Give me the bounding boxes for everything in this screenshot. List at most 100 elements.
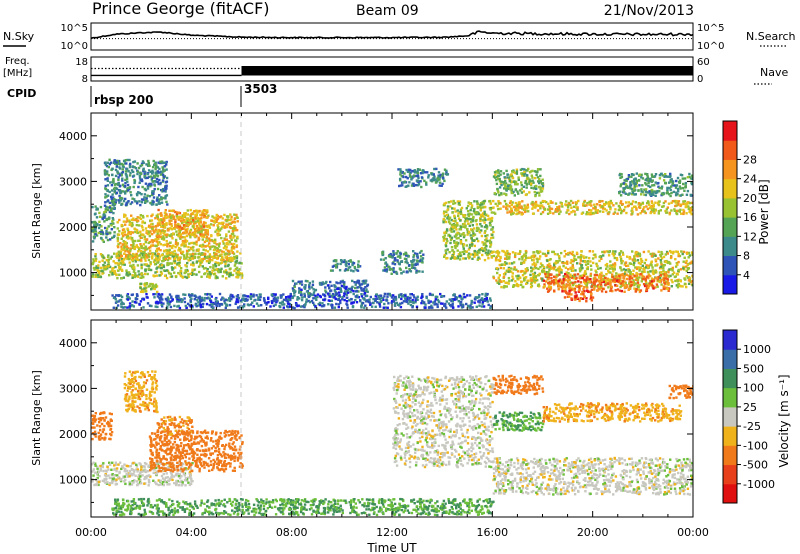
data-cell	[110, 228, 113, 231]
data-cell	[550, 266, 553, 270]
data-cell	[207, 275, 210, 278]
data-cell	[678, 254, 682, 258]
data-cell	[216, 300, 219, 303]
data-cell	[508, 262, 511, 265]
data-cell	[251, 301, 254, 304]
data-cell	[116, 159, 119, 163]
data-cell	[485, 253, 489, 256]
data-cell	[204, 272, 207, 275]
data-cell	[636, 259, 640, 262]
data-cell	[200, 225, 203, 228]
data-cell	[489, 199, 492, 203]
data-cell	[152, 203, 155, 206]
data-cell	[181, 221, 184, 224]
data-cell	[530, 266, 533, 269]
data-cell	[667, 282, 670, 285]
data-cell	[149, 226, 152, 229]
data-cell	[456, 257, 460, 260]
data-cell	[621, 281, 625, 285]
data-cell	[235, 213, 238, 217]
data-cell	[204, 228, 207, 232]
data-cell	[200, 214, 204, 217]
data-cell	[362, 279, 366, 283]
data-cell	[503, 261, 507, 264]
data-cell	[623, 263, 626, 266]
data-cell	[189, 305, 192, 308]
data-cell	[384, 306, 388, 309]
data-cell	[225, 255, 228, 258]
data-cell	[457, 212, 460, 215]
data-cell	[354, 283, 357, 286]
data-cell	[140, 273, 143, 276]
data-cell	[634, 266, 637, 269]
data-cell	[155, 225, 158, 228]
data-cell	[235, 272, 238, 275]
data-cell	[647, 264, 651, 267]
data-cell	[567, 268, 570, 271]
data-cell	[533, 271, 537, 275]
data-cell	[485, 237, 488, 240]
data-cell	[540, 264, 544, 267]
data-cell	[406, 261, 409, 265]
data-cell	[570, 258, 573, 262]
data-cell	[234, 239, 237, 242]
data-cell	[442, 212, 446, 215]
data-cell	[246, 295, 250, 298]
data-cell	[409, 293, 412, 296]
data-cell	[205, 297, 209, 300]
data-cell	[138, 177, 142, 180]
data-cell	[128, 158, 131, 162]
data-cell	[503, 263, 507, 266]
data-cell	[675, 250, 678, 253]
data-cell	[361, 297, 365, 300]
data-cell	[133, 160, 137, 163]
data-cell	[384, 257, 387, 260]
data-cell	[162, 264, 165, 267]
data-cell	[463, 220, 467, 223]
data-cell	[461, 297, 464, 300]
data-cell	[223, 300, 226, 303]
data-cell	[140, 282, 143, 285]
data-cell	[667, 271, 670, 274]
data-cell	[449, 238, 453, 242]
data-cell	[225, 238, 229, 241]
data-cell	[669, 262, 672, 265]
data-cell	[91, 261, 95, 264]
data-cell	[331, 305, 334, 309]
data-cell	[445, 257, 448, 260]
data-cell	[445, 169, 448, 172]
data-cell	[135, 301, 138, 304]
data-cell	[657, 257, 660, 260]
data-cell	[594, 285, 598, 288]
data-cell	[379, 258, 383, 261]
data-cell	[413, 171, 417, 174]
data-cell	[591, 250, 595, 253]
data-cell	[156, 166, 160, 169]
data-cell	[564, 278, 567, 282]
data-cell	[633, 261, 636, 265]
data-cell	[106, 238, 110, 242]
data-cell	[226, 264, 230, 268]
data-cell	[181, 241, 185, 245]
data-cell	[428, 306, 431, 309]
data-cell	[647, 274, 651, 277]
cpid-segment-1: rbsp 200	[94, 93, 153, 107]
data-cell	[165, 213, 168, 216]
data-cell	[514, 280, 517, 283]
data-cell	[153, 259, 156, 262]
data-cell	[108, 206, 112, 209]
data-cell	[652, 272, 655, 276]
data-cell	[177, 271, 180, 275]
data-cell	[118, 299, 122, 302]
data-cell	[151, 244, 155, 247]
data-cell	[106, 208, 109, 212]
data-cell	[602, 274, 606, 278]
data-cell	[333, 289, 337, 292]
data-cell	[471, 219, 475, 222]
data-cell	[162, 167, 165, 171]
data-cell	[224, 298, 227, 301]
data-cell	[210, 238, 213, 242]
data-cell	[112, 296, 116, 300]
data-cell	[441, 302, 444, 305]
data-cell	[126, 183, 130, 187]
